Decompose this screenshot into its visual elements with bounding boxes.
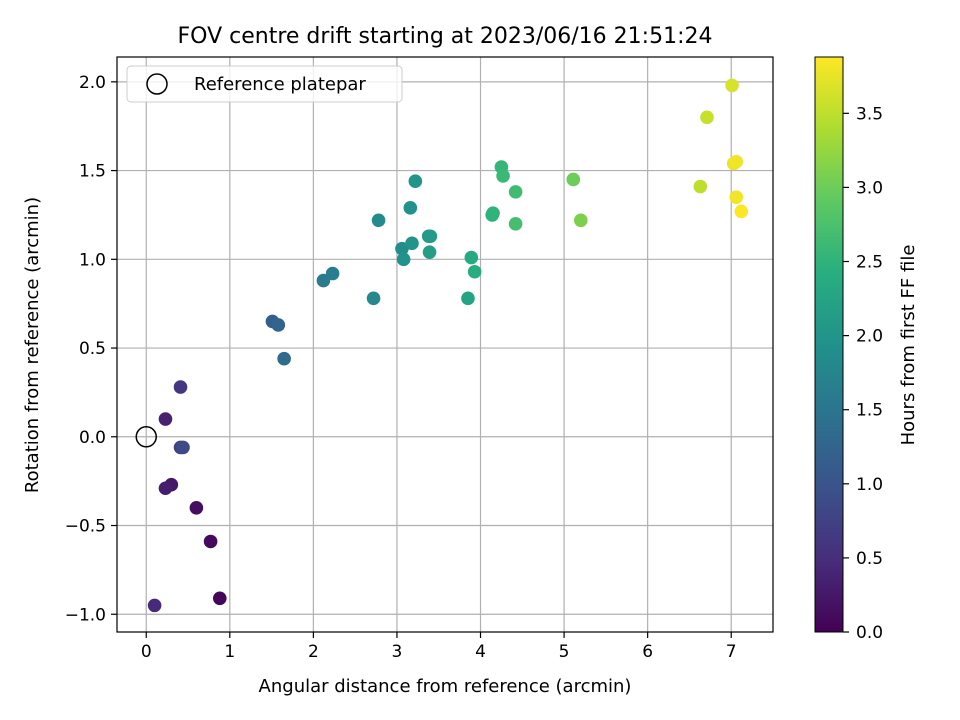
x-tick-label: 0 xyxy=(141,642,152,662)
data-point xyxy=(461,291,475,306)
y-tick-label: 0.0 xyxy=(79,428,106,448)
colorbar-tick-label: 0.0 xyxy=(856,623,883,643)
y-tick-label: 2.0 xyxy=(79,73,106,93)
x-tick-label: 7 xyxy=(726,642,737,662)
y-tick-label: −1.0 xyxy=(65,605,106,625)
colorbar-tick-label: 2.5 xyxy=(856,253,883,273)
data-point xyxy=(271,318,286,332)
data-point xyxy=(408,174,423,189)
colorbar-tick-label: 1.0 xyxy=(856,475,883,495)
y-axis-label: Rotation from reference (arcmin) xyxy=(22,197,43,493)
data-point xyxy=(464,250,479,265)
colorbar-tick-label: 1.5 xyxy=(856,401,883,421)
reference-platepar-marker xyxy=(135,426,157,448)
data-point xyxy=(325,266,340,281)
x-tick-label: 2 xyxy=(308,642,319,662)
data-point xyxy=(573,213,588,228)
data-point xyxy=(403,201,418,215)
data-point xyxy=(405,236,419,251)
colorbar: 0.0 0.5 1.0 1.5 2.0 2.5 3.0 3.5 xyxy=(814,56,883,643)
plot-area: 0 1 2 3 4 5 6 7 −1.0 −0.5 0.0 0.5 1.0 1.5 2.0 xyxy=(65,56,774,662)
data-point xyxy=(423,229,438,244)
plot-background xyxy=(117,57,773,632)
data-point xyxy=(158,481,173,496)
colorbar-tick-label: 3.5 xyxy=(856,104,883,124)
x-tick-label: 3 xyxy=(392,642,403,662)
data-point xyxy=(700,110,714,125)
grid xyxy=(117,57,773,632)
data-point xyxy=(189,500,204,515)
data-point xyxy=(173,380,188,394)
colorbar-label: Hours from first FF file xyxy=(898,245,919,446)
legend: Reference platepar xyxy=(126,65,403,103)
data-point xyxy=(496,169,510,183)
colorbar-tick-label: 3.0 xyxy=(856,178,883,198)
colorbar-ticks: 0.0 0.5 1.0 1.5 2.0 2.5 3.0 3.5 xyxy=(843,104,883,643)
data-point xyxy=(729,190,744,205)
y-tick-label: 1.0 xyxy=(79,250,106,270)
y-axis-ticks: −1.0 −0.5 0.0 0.5 1.0 1.5 2.0 xyxy=(65,73,117,625)
legend-box xyxy=(126,65,403,103)
y-tick-label: 0.5 xyxy=(79,339,106,359)
data-point xyxy=(486,206,500,220)
data-point xyxy=(422,245,437,260)
data-point xyxy=(158,412,173,426)
data-point xyxy=(467,264,482,279)
colorbar-frame xyxy=(814,56,844,633)
x-axis-ticks: 0 1 2 3 4 5 6 7 xyxy=(141,632,737,662)
data-point xyxy=(729,154,744,169)
data-point xyxy=(316,273,331,288)
y-tick-label: 1.5 xyxy=(79,162,106,182)
data-point xyxy=(508,217,523,231)
data-point xyxy=(371,213,386,228)
data-point xyxy=(725,78,739,93)
x-tick-label: 6 xyxy=(642,642,653,662)
data-point xyxy=(203,534,218,549)
x-tick-label: 1 xyxy=(224,642,235,662)
plot-frame xyxy=(116,56,774,633)
data-point xyxy=(147,598,162,613)
data-point xyxy=(508,185,523,199)
data-point xyxy=(176,440,190,455)
data-point xyxy=(212,591,227,606)
data-point xyxy=(566,172,581,187)
y-tick-label: −0.5 xyxy=(65,517,106,537)
x-tick-label: 4 xyxy=(475,642,486,662)
colorbar-tick-label: 2.0 xyxy=(856,327,883,347)
data-point xyxy=(693,179,708,194)
data-point xyxy=(396,252,411,267)
data-point xyxy=(395,241,409,256)
legend-marker-open-circle xyxy=(146,73,168,95)
colorbar-gradient xyxy=(815,57,843,632)
data-point xyxy=(277,351,291,366)
legend-label: Reference platepar xyxy=(194,74,366,95)
chart-title: FOV centre drift starting at 2023/06/16 … xyxy=(178,24,713,49)
x-axis-label: Angular distance from reference (arcmin) xyxy=(259,676,632,697)
data-point xyxy=(734,204,749,219)
data-points xyxy=(147,78,749,613)
colorbar-tick-label: 0.5 xyxy=(856,549,883,569)
data-point xyxy=(366,291,381,306)
x-tick-label: 5 xyxy=(559,642,570,662)
reference-marker xyxy=(135,426,157,448)
